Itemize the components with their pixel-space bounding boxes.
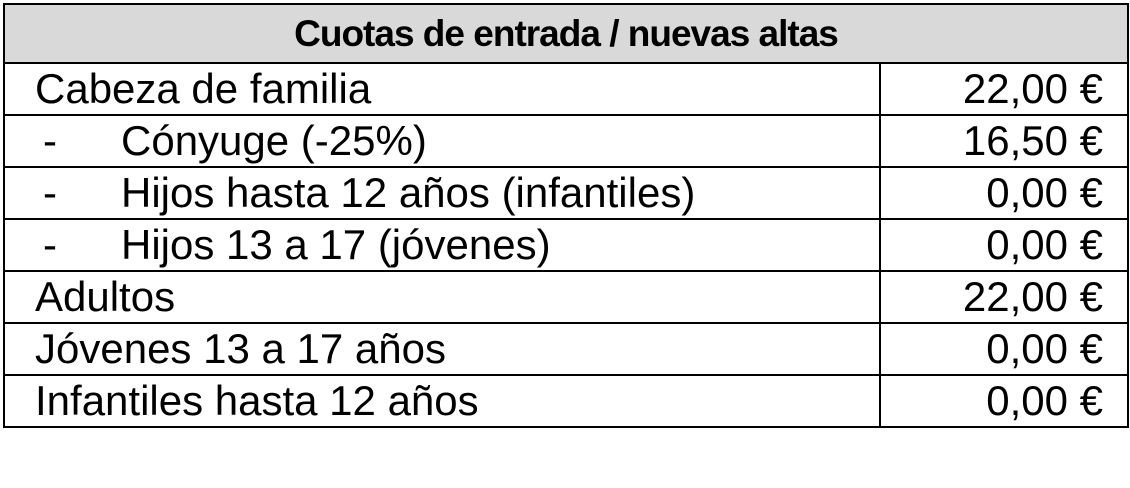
- label-cell: Cabeza de familia: [3, 62, 881, 116]
- label-cell: Infantiles hasta 12 años: [3, 374, 881, 428]
- row-label: Jóvenes 13 a 17 años: [35, 325, 446, 372]
- fee-row: - Hijos 13 a 17 (jóvenes) 0,00 €: [3, 218, 1130, 272]
- row-prefix: -: [43, 117, 57, 164]
- table-title: Cuotas de entrada / nuevas altas: [2, 3, 1130, 64]
- row-prefix: -: [43, 169, 57, 216]
- value-cell: 0,00 €: [878, 322, 1130, 376]
- row-label: Adultos: [35, 273, 176, 320]
- label-cell: Adultos: [3, 270, 881, 324]
- fee-row: - Hijos hasta 12 años (infantiles) 0,00 €: [3, 166, 1130, 220]
- row-label: Cabeza de familia: [35, 65, 372, 112]
- value-cell: 0,00 €: [878, 166, 1130, 220]
- fee-row: Cabeza de familia 22,00 €: [3, 62, 1130, 116]
- row-label: Infantiles hasta 12 años: [35, 377, 479, 424]
- value-cell: 22,00 €: [878, 62, 1130, 116]
- value-cell: 0,00 €: [878, 218, 1130, 272]
- row-label: Hijos hasta 12 años (infantiles): [121, 169, 696, 216]
- header-row: Cuotas de entrada / nuevas altas: [2, 3, 1130, 64]
- fee-row: - Cónyuge (-25%) 16,50 €: [3, 114, 1130, 168]
- fee-row: Infantiles hasta 12 años 0,00 €: [3, 374, 1130, 428]
- label-cell: Jóvenes 13 a 17 años: [3, 322, 881, 376]
- value-cell: 22,00 €: [878, 270, 1130, 324]
- label-cell: - Hijos hasta 12 años (infantiles): [3, 166, 881, 220]
- fee-row: Jóvenes 13 a 17 años 0,00 €: [3, 322, 1130, 376]
- label-cell: - Cónyuge (-25%): [3, 114, 881, 168]
- value-cell: 16,50 €: [878, 114, 1130, 168]
- fee-row: Adultos 22,00 €: [3, 270, 1130, 324]
- value-cell: 0,00 €: [878, 374, 1130, 428]
- row-prefix: -: [43, 221, 57, 268]
- fee-table: Cuotas de entrada / nuevas altas Cabeza …: [2, 3, 1130, 428]
- label-cell: - Hijos 13 a 17 (jóvenes): [3, 218, 881, 272]
- row-label: Hijos 13 a 17 (jóvenes): [121, 221, 551, 268]
- row-label: Cónyuge (-25%): [121, 117, 427, 164]
- table-body: Cabeza de familia 22,00 € - Cónyuge (-25%) 1…: [3, 62, 1130, 428]
